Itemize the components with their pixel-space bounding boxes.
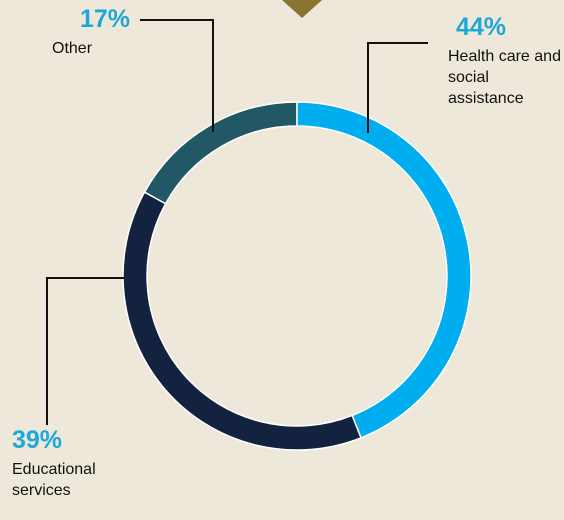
category-label: Educational services: [12, 461, 96, 499]
category-label: Health care and social assistance: [448, 48, 561, 107]
value-label: 39%: [12, 426, 63, 454]
slice-label: 17% Other: [52, 4, 152, 59]
slice-label: 44% Health care and social assistance: [448, 12, 563, 109]
value-label: 17%: [80, 5, 131, 33]
slice-label: 39% Educational services: [12, 425, 142, 501]
donut-slice: [122, 191, 363, 451]
value-label: 44%: [456, 13, 507, 41]
donut-slice: [296, 101, 472, 439]
decor-arrow: [282, 0, 322, 18]
leader-line: [140, 19, 214, 132]
donut-slice: [143, 101, 298, 205]
leader-line: [367, 42, 428, 133]
category-label: Other: [52, 40, 93, 57]
leader-line: [46, 277, 125, 425]
